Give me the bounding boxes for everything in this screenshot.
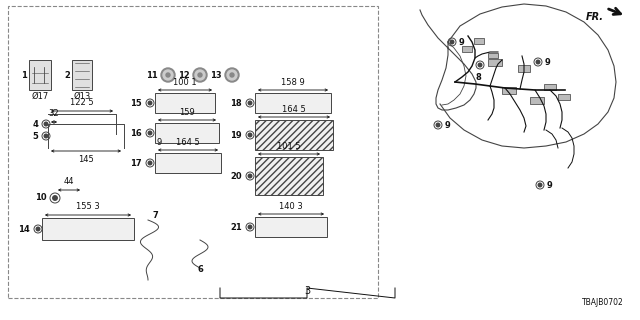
Text: 101 5: 101 5 xyxy=(277,142,301,151)
Circle shape xyxy=(148,161,152,165)
Circle shape xyxy=(536,60,540,64)
Bar xyxy=(255,217,327,237)
Text: 100 1: 100 1 xyxy=(173,78,197,87)
Circle shape xyxy=(36,227,40,231)
Text: Ø13: Ø13 xyxy=(74,92,91,101)
Circle shape xyxy=(436,123,440,127)
Bar xyxy=(42,218,134,240)
Bar xyxy=(155,153,221,173)
Bar xyxy=(488,59,502,66)
Circle shape xyxy=(227,70,237,80)
Circle shape xyxy=(148,131,152,135)
Circle shape xyxy=(52,196,57,200)
Text: 18: 18 xyxy=(230,99,242,108)
Text: 158 9: 158 9 xyxy=(281,78,305,87)
Bar xyxy=(474,38,484,44)
Circle shape xyxy=(248,174,252,178)
Text: 15: 15 xyxy=(131,99,142,108)
Text: 140 3: 140 3 xyxy=(279,202,303,211)
Bar xyxy=(488,53,498,58)
Text: 20: 20 xyxy=(230,172,242,180)
Bar xyxy=(502,87,516,94)
Bar xyxy=(255,120,333,150)
Text: Ø17: Ø17 xyxy=(31,92,49,101)
Text: 16: 16 xyxy=(131,129,142,138)
Circle shape xyxy=(193,68,207,82)
Circle shape xyxy=(478,63,482,67)
Bar xyxy=(255,93,331,113)
Circle shape xyxy=(44,122,48,126)
Text: 164 5: 164 5 xyxy=(176,138,200,147)
Circle shape xyxy=(225,68,239,82)
Text: 3: 3 xyxy=(304,286,310,296)
Text: 164 5: 164 5 xyxy=(282,105,306,114)
Circle shape xyxy=(230,73,234,77)
Text: 122 5: 122 5 xyxy=(70,98,94,107)
Text: 9: 9 xyxy=(445,121,451,130)
Bar xyxy=(155,93,215,113)
Text: 10: 10 xyxy=(35,194,47,203)
Bar xyxy=(8,6,378,298)
Text: 9: 9 xyxy=(459,37,465,46)
Text: FR.: FR. xyxy=(586,12,604,22)
Circle shape xyxy=(248,133,252,137)
Text: 9: 9 xyxy=(547,180,553,189)
Text: 4: 4 xyxy=(32,119,38,129)
Circle shape xyxy=(538,183,542,187)
Circle shape xyxy=(248,225,252,229)
Bar xyxy=(155,123,219,143)
Text: 17: 17 xyxy=(131,158,142,167)
Text: 159: 159 xyxy=(179,108,195,117)
Text: 21: 21 xyxy=(230,222,242,231)
Circle shape xyxy=(161,68,175,82)
Text: 14: 14 xyxy=(19,225,30,234)
Text: 7: 7 xyxy=(152,211,157,220)
Text: 1: 1 xyxy=(21,70,27,79)
Circle shape xyxy=(450,40,454,44)
Text: 5: 5 xyxy=(32,132,38,140)
Text: 32: 32 xyxy=(49,109,60,118)
Circle shape xyxy=(44,134,48,138)
Circle shape xyxy=(148,101,152,105)
Text: 11: 11 xyxy=(147,70,158,79)
Circle shape xyxy=(163,70,173,80)
Text: 2: 2 xyxy=(64,70,70,79)
Text: 155 3: 155 3 xyxy=(76,202,100,211)
Bar xyxy=(518,65,530,72)
Text: 145: 145 xyxy=(78,155,94,164)
Circle shape xyxy=(198,73,202,77)
Text: 8: 8 xyxy=(475,73,481,82)
Text: TBAJB0702: TBAJB0702 xyxy=(582,298,624,307)
Text: 6: 6 xyxy=(197,265,203,274)
Bar xyxy=(29,60,51,90)
Text: 9: 9 xyxy=(545,58,551,67)
Circle shape xyxy=(195,70,205,80)
Bar xyxy=(544,84,556,90)
Circle shape xyxy=(166,73,170,77)
Bar xyxy=(530,97,544,104)
Bar xyxy=(558,94,570,100)
Bar xyxy=(462,46,472,52)
Text: 9: 9 xyxy=(156,138,161,147)
Text: 12: 12 xyxy=(179,70,190,79)
Text: 19: 19 xyxy=(230,131,242,140)
Circle shape xyxy=(248,101,252,105)
Bar xyxy=(72,60,92,90)
Text: 13: 13 xyxy=(211,70,222,79)
Bar xyxy=(255,157,323,195)
Text: 44: 44 xyxy=(64,177,74,186)
